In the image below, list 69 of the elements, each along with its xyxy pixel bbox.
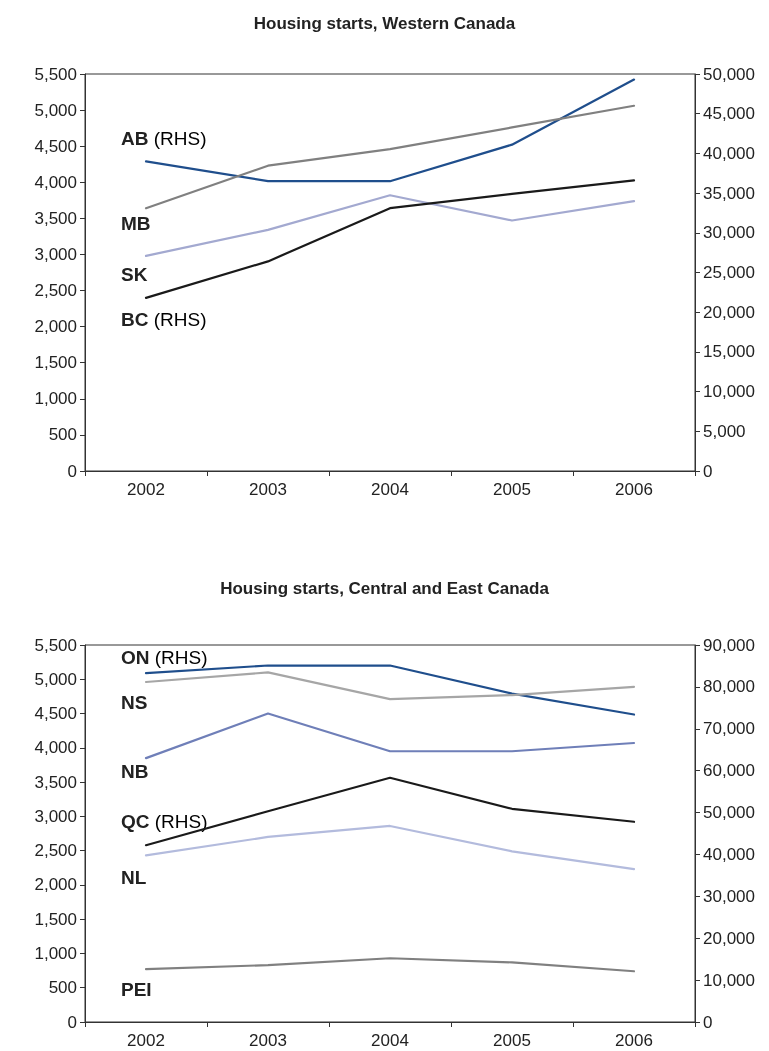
y2-tick-label: 10,000 (703, 970, 755, 990)
line-series (144, 712, 636, 760)
y2-tick-label: 50,000 (703, 64, 755, 84)
y2-tick-label: 20,000 (703, 302, 755, 322)
series-label: ON (RHS) (121, 646, 208, 668)
y2-tick-label: 70,000 (703, 719, 755, 739)
y2-tick-label: 30,000 (703, 886, 755, 906)
y2-tick-label: 90,000 (703, 635, 755, 655)
y2-tick-label: 45,000 (703, 104, 755, 124)
x-tick-label: 2002 (127, 480, 165, 499)
series-label: PEI (121, 978, 152, 1000)
y-tick-label: 1,500 (34, 353, 77, 373)
y-tick-label: 3,000 (34, 806, 77, 826)
chart-title: Housing starts, Central and East Canada (220, 579, 550, 598)
series-label: NB (121, 761, 149, 783)
y-tick-label: 2,000 (34, 317, 77, 337)
x-tick-label: 2005 (493, 480, 531, 499)
y-tick-label: 1,500 (34, 909, 77, 929)
y2-tick-label: 80,000 (703, 677, 755, 697)
chart-title: Housing starts, Western Canada (253, 14, 516, 33)
y-tick-label: 0 (67, 1012, 77, 1032)
series-label: QC (RHS) (121, 810, 208, 832)
line-series (144, 957, 636, 973)
y-tick-label: 4,500 (34, 704, 77, 724)
y-tick-label: 4,500 (34, 136, 77, 156)
y2-tick-label: 25,000 (703, 263, 755, 282)
y-tick-label: 3,500 (34, 208, 77, 228)
y-tick-label: 3,000 (34, 244, 77, 264)
x-tick-label: 2004 (371, 1031, 409, 1050)
y2-tick-label: 40,000 (703, 844, 755, 864)
y2-tick-label: 50,000 (703, 803, 755, 823)
y2-tick-label: 5,000 (703, 421, 746, 441)
x-tick-label: 2004 (371, 480, 409, 499)
y-tick-label: 3,500 (34, 772, 77, 792)
x-tick-label: 2006 (615, 1031, 653, 1050)
series-label: NL (121, 866, 147, 888)
y-tick-label: 1,000 (34, 389, 77, 409)
y-tick-label: 2,000 (34, 875, 77, 895)
series-label: AB (RHS) (121, 127, 207, 149)
x-tick-label: 2003 (249, 480, 287, 499)
y-tick-label: 2,500 (34, 281, 77, 301)
y-tick-label: 1,000 (34, 943, 77, 963)
series-label: NS (121, 691, 148, 713)
y2-tick-label: 30,000 (703, 223, 755, 243)
y-tick-label: 0 (67, 461, 77, 481)
y2-tick-label: 0 (703, 461, 713, 481)
y-tick-label: 5,000 (34, 669, 77, 689)
x-tick-label: 2002 (127, 1031, 165, 1050)
series-label: SK (121, 263, 148, 285)
x-tick-label: 2003 (249, 1031, 287, 1050)
x-tick-label: 2006 (615, 480, 653, 499)
y2-tick-label: 40,000 (703, 143, 755, 163)
y-tick-label: 4,000 (34, 172, 77, 192)
y2-tick-label: 60,000 (703, 761, 755, 781)
y-tick-label: 500 (48, 425, 77, 445)
y-tick-label: 5,500 (34, 635, 77, 655)
series-label: MB (121, 212, 151, 234)
y2-tick-label: 10,000 (703, 382, 755, 402)
y2-tick-label: 35,000 (703, 183, 755, 203)
y2-tick-label: 20,000 (703, 928, 755, 948)
series-label: BC (RHS) (121, 308, 207, 330)
y-tick-label: 500 (48, 978, 77, 998)
x-tick-label: 2005 (493, 1031, 531, 1050)
y-tick-label: 4,000 (34, 738, 77, 758)
y2-tick-label: 0 (703, 1012, 713, 1032)
y-tick-label: 2,500 (34, 841, 77, 861)
y-tick-label: 5,000 (34, 100, 77, 120)
y-tick-label: 5,500 (34, 64, 77, 84)
y2-tick-label: 15,000 (703, 342, 755, 362)
